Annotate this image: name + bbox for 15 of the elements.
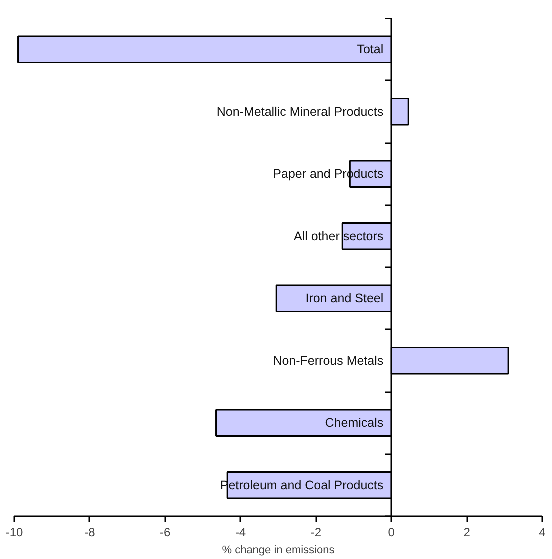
x-tick-label: -8 (84, 526, 96, 540)
y-tick-label: Chemicals (325, 416, 384, 430)
x-tick-label: 0 (388, 526, 396, 540)
x-tick-label: -2 (310, 526, 322, 540)
x-tick-label: -6 (160, 526, 172, 540)
y-tick-label: All other sectors (294, 229, 384, 244)
y-tick-label: Total (357, 42, 384, 57)
x-tick-label: 4 (539, 526, 546, 540)
x-tick-label: -10 (6, 526, 24, 540)
x-tick-label: -4 (235, 526, 246, 540)
y-tick-label: Iron and Steel (306, 292, 384, 306)
x-tick-label: 2 (464, 526, 471, 540)
y-tick-label: Non-Metallic Mineral Products (216, 104, 384, 119)
x-axis-title: % change in emissions (222, 544, 336, 556)
y-tick-label: Non-Ferrous Metals (273, 354, 384, 368)
